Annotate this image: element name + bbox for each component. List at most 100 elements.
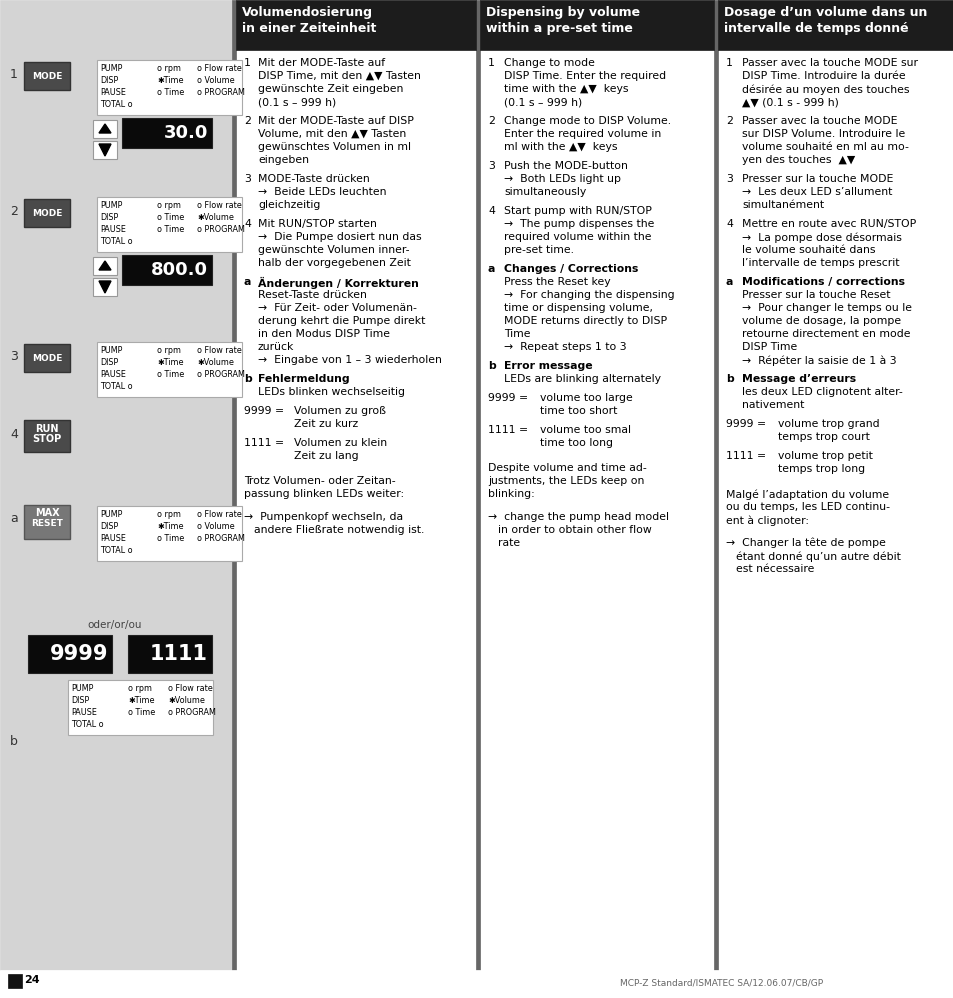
Text: PAUSE: PAUSE (100, 88, 126, 97)
Text: MODE: MODE (31, 209, 62, 218)
Text: passung blinken LEDs weiter:: passung blinken LEDs weiter: (244, 489, 404, 499)
Bar (718, 0, 953, 50)
Text: o Time: o Time (157, 213, 184, 222)
Text: halb der vorgegebenen Zeit: halb der vorgegebenen Zeit (257, 258, 411, 268)
Text: time with the ▲▼  keys: time with the ▲▼ keys (503, 84, 628, 94)
Text: Mit der MODE-Taste auf DISP: Mit der MODE-Taste auf DISP (257, 116, 414, 126)
Text: a: a (10, 512, 18, 525)
Text: PAUSE: PAUSE (100, 534, 126, 543)
Text: étant donné qu’un autre débit: étant donné qu’un autre débit (735, 551, 900, 562)
Text: (0.1 s – 999 h): (0.1 s – 999 h) (503, 97, 581, 107)
Text: time too long: time too long (539, 438, 613, 448)
Text: o Flow rate: o Flow rate (196, 64, 241, 73)
Text: o rpm: o rpm (157, 510, 181, 519)
Text: 3: 3 (244, 174, 251, 184)
Text: gewünschte Zeit eingeben: gewünschte Zeit eingeben (257, 84, 403, 94)
Text: →  Both LEDs light up: → Both LEDs light up (503, 174, 620, 184)
Bar (122, 255, 212, 285)
Text: Mit der MODE-Taste auf: Mit der MODE-Taste auf (257, 58, 385, 68)
Text: les deux LED clignotent alter-: les deux LED clignotent alter- (741, 387, 902, 397)
Text: DISP Time. Enter the required: DISP Time. Enter the required (503, 71, 665, 81)
Text: b: b (725, 374, 733, 384)
Text: time too short: time too short (539, 406, 617, 416)
Text: gewünschte Volumen inner-: gewünschte Volumen inner- (257, 245, 409, 255)
Text: in einer Zeiteinheit: in einer Zeiteinheit (242, 22, 376, 35)
Text: retourne directement en mode: retourne directement en mode (741, 329, 909, 339)
Text: o Flow rate: o Flow rate (196, 510, 241, 519)
Text: 1111: 1111 (150, 644, 208, 664)
Text: DISP Time, mit den ▲▼ Tasten: DISP Time, mit den ▲▼ Tasten (257, 71, 420, 81)
Text: ou du temps, les LED continu-: ou du temps, les LED continu- (725, 502, 889, 512)
Bar (92, 141, 117, 159)
Text: o Time: o Time (157, 534, 184, 543)
Text: Zeit zu kurz: Zeit zu kurz (294, 419, 358, 429)
Text: DISP Time. Introduire la durée: DISP Time. Introduire la durée (741, 71, 904, 81)
Text: →  Repeat steps 1 to 3: → Repeat steps 1 to 3 (503, 342, 626, 352)
Text: Push the MODE-button: Push the MODE-button (503, 161, 627, 171)
Bar (24, 420, 70, 452)
Text: 2: 2 (725, 116, 732, 126)
Text: MCP-Z Standard/ISMATEC SA/12.06.07/CB/GP: MCP-Z Standard/ISMATEC SA/12.06.07/CB/GP (619, 978, 822, 987)
Text: o PROGRAM: o PROGRAM (168, 708, 215, 717)
Text: 2: 2 (244, 116, 251, 126)
Text: RUN: RUN (35, 424, 59, 434)
Text: MODE: MODE (31, 72, 62, 81)
Bar (97, 197, 242, 252)
Text: temps trop court: temps trop court (778, 432, 869, 442)
Text: STOP: STOP (32, 434, 62, 444)
Text: 4: 4 (488, 206, 495, 216)
Text: volume too smal: volume too smal (539, 425, 630, 435)
Text: →  La pompe dose désormais: → La pompe dose désormais (741, 232, 901, 243)
Bar (122, 118, 212, 148)
Text: →  Beide LEDs leuchten: → Beide LEDs leuchten (257, 187, 386, 197)
Bar (0, 0, 232, 970)
Text: PAUSE: PAUSE (71, 708, 97, 717)
Text: 1: 1 (488, 58, 495, 68)
Text: DISP: DISP (100, 213, 118, 222)
Text: simultanément: simultanément (741, 200, 823, 210)
Bar (476, 0, 479, 970)
Text: o Time: o Time (157, 225, 184, 234)
Text: →  Eingabe von 1 – 3 wiederholen: → Eingabe von 1 – 3 wiederholen (257, 355, 441, 365)
Text: 9999 =: 9999 = (244, 406, 284, 416)
Text: a: a (244, 277, 251, 287)
Text: est nécessaire: est nécessaire (735, 564, 814, 574)
Text: TOTAL o: TOTAL o (100, 382, 132, 391)
Text: TOTAL o: TOTAL o (100, 100, 132, 109)
Text: Modifications / corrections: Modifications / corrections (741, 277, 904, 287)
Text: MODE returns directly to DISP: MODE returns directly to DISP (503, 316, 666, 326)
Text: PAUSE: PAUSE (100, 370, 126, 379)
Text: 1: 1 (725, 58, 732, 68)
Text: Volumen zu klein: Volumen zu klein (294, 438, 387, 448)
Text: justments, the LEDs keep on: justments, the LEDs keep on (488, 476, 643, 486)
Text: ✱Volume: ✱Volume (196, 213, 233, 222)
Polygon shape (99, 124, 111, 133)
Text: rate: rate (497, 538, 519, 548)
Bar (24, 62, 70, 90)
Text: Zeit zu lang: Zeit zu lang (294, 451, 358, 461)
Text: ✱Time: ✱Time (157, 358, 183, 367)
Text: 2: 2 (10, 205, 18, 218)
Text: a: a (725, 277, 733, 287)
Text: o Volume: o Volume (196, 76, 234, 85)
Text: →  Changer la tête de pompe: → Changer la tête de pompe (725, 538, 885, 549)
Text: Start pump with RUN/STOP: Start pump with RUN/STOP (503, 206, 651, 216)
Text: Volume, mit den ▲▼ Tasten: Volume, mit den ▲▼ Tasten (257, 129, 406, 139)
Text: in den Modus DISP Time: in den Modus DISP Time (257, 329, 390, 339)
Bar (68, 680, 213, 735)
Text: gewünschtes Volumen in ml: gewünschtes Volumen in ml (257, 142, 411, 152)
Bar (97, 60, 242, 115)
Text: 1111 =: 1111 = (488, 425, 528, 435)
Text: required volume within the: required volume within the (503, 232, 651, 242)
Text: o PROGRAM: o PROGRAM (196, 370, 245, 379)
Text: o Flow rate: o Flow rate (168, 684, 213, 693)
Text: o rpm: o rpm (128, 684, 152, 693)
Text: 4: 4 (10, 428, 18, 441)
Text: 9999: 9999 (50, 644, 108, 664)
Bar (128, 635, 212, 673)
Text: →  For changing the dispensing: → For changing the dispensing (503, 290, 674, 300)
Bar (92, 278, 117, 296)
Text: zurück: zurück (257, 342, 294, 352)
Text: Reset-Taste drücken: Reset-Taste drücken (257, 290, 367, 300)
Text: 1111 =: 1111 = (725, 451, 765, 461)
